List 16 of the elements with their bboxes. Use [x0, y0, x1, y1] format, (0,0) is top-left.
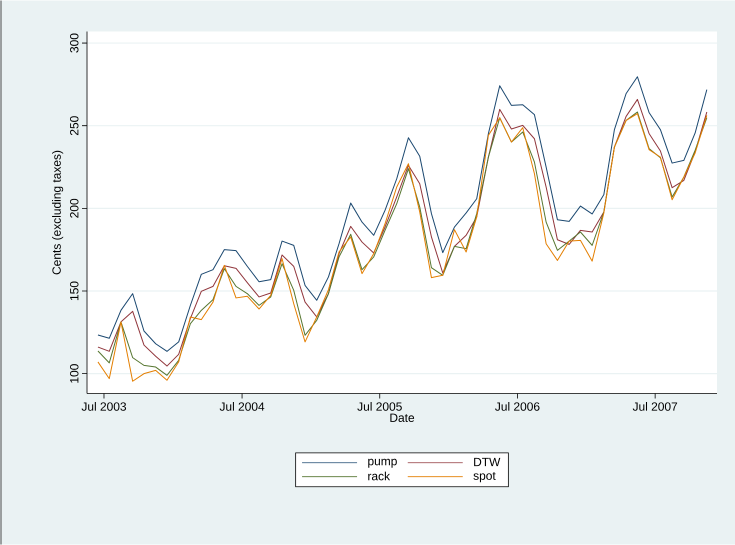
y-tick-label: 100	[70, 364, 78, 383]
legend-label: spot	[473, 472, 496, 482]
x-tick-label: Jul 2004	[220, 402, 264, 411]
y-tick-label: 300	[70, 34, 78, 53]
x-tick-label: Jul 2006	[495, 402, 540, 411]
x-tick-label: Jul 2005	[357, 402, 402, 411]
y-tick-label: 250	[70, 116, 78, 136]
x-axis-title: Date	[390, 414, 414, 422]
x-tick-label: Jul 2003	[82, 402, 126, 411]
y-tick-label: 150	[70, 281, 78, 300]
y-axis-title: Cents (excluding taxes)	[52, 150, 64, 274]
x-tick-label: Jul 2007	[632, 402, 678, 411]
legend-label: pump	[368, 458, 397, 468]
y-tick-label: 200	[70, 198, 78, 218]
legend-label: DTW	[474, 458, 500, 466]
legend-label: rack	[368, 472, 390, 480]
